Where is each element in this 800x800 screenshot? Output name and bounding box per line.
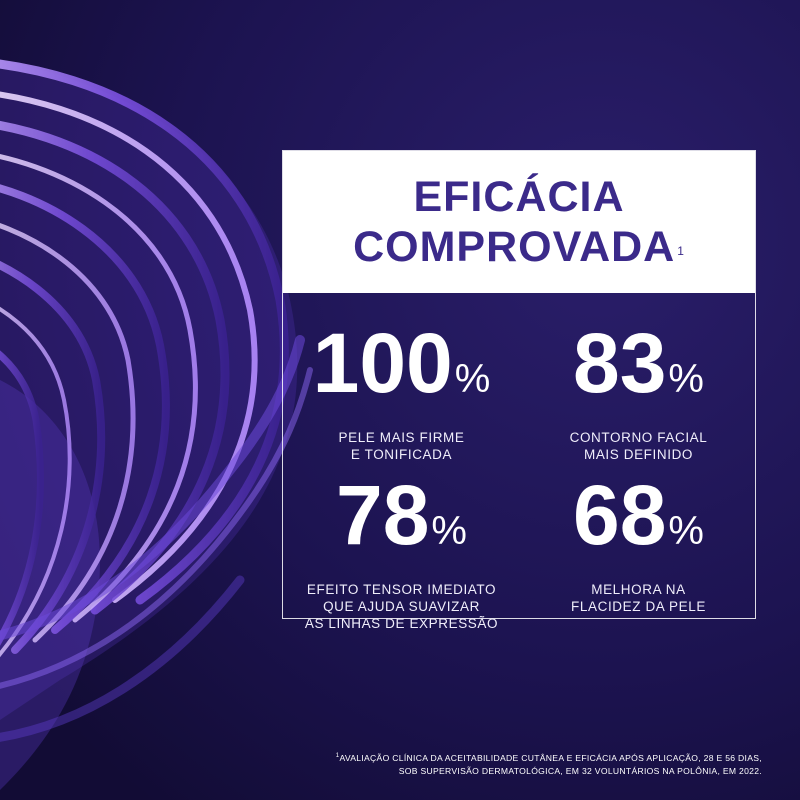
- stat-desc-line: MELHORA NA: [591, 582, 686, 597]
- stat-number: 68: [572, 468, 667, 562]
- stat-desc-line: FLACIDEZ DA PELE: [571, 599, 706, 614]
- stat-tensor-effect: 78% EFEITO TENSOR IMEDIATO QUE AJUDA SUA…: [283, 473, 520, 632]
- stat-unit: %: [668, 357, 704, 401]
- stat-facial-contour: 83% CONTORNO FACIAL MAIS DEFINIDO: [520, 321, 757, 463]
- efficacy-panel: EFICÁCIA COMPROVADA 1 100% PELE MAIS FIRM…: [282, 150, 757, 631]
- title-footnote-mark: 1: [677, 244, 685, 258]
- stat-desc-line: PELE MAIS FIRME: [338, 430, 465, 445]
- stat-number: 83: [572, 316, 667, 410]
- stat-description: MELHORA NA FLACIDEZ DA PELE: [520, 581, 757, 615]
- stat-description: PELE MAIS FIRME E TONIFICADA: [283, 429, 520, 463]
- stat-number: 78: [335, 468, 430, 562]
- title-line-2: COMPROVADA 1: [353, 222, 685, 272]
- title-box: EFICÁCIA COMPROVADA 1: [283, 151, 755, 293]
- stat-desc-line: AS LINHAS DE EXPRESSÃO: [304, 616, 499, 631]
- stat-value: 68%: [520, 473, 757, 573]
- stat-description: EFEITO TENSOR IMEDIATO QUE AJUDA SUAVIZA…: [283, 581, 520, 632]
- footnote-line-2: SOB SUPERVISÃO DERMATOLÓGICA, EM 32 VOLU…: [398, 765, 762, 776]
- stat-unit: %: [668, 509, 704, 553]
- stat-unit: %: [454, 357, 491, 401]
- stat-value: 78%: [283, 473, 520, 573]
- footnote-mark: 1: [335, 753, 340, 759]
- footnote-line-1: 1AVALIAÇÃO CLÍNICA DA ACEITABILIDADE CUT…: [282, 750, 762, 765]
- stat-desc-line: QUE AJUDA SUAVIZAR: [323, 599, 480, 614]
- title-line-2-text: COMPROVADA: [353, 223, 676, 271]
- stat-desc-line: CONTORNO FACIAL: [569, 430, 708, 445]
- stat-desc-line: E TONIFICADA: [350, 447, 453, 462]
- stat-value: 83%: [520, 321, 757, 421]
- stat-sagging: 68% MELHORA NA FLACIDEZ DA PELE: [520, 473, 757, 615]
- stat-desc-line: EFEITO TENSOR IMEDIATO: [306, 582, 497, 597]
- title-line-1: EFICÁCIA: [413, 173, 625, 221]
- stat-unit: %: [431, 509, 467, 553]
- stat-description: CONTORNO FACIAL MAIS DEFINIDO: [520, 429, 757, 463]
- footnote: 1AVALIAÇÃO CLÍNICA DA ACEITABILIDADE CUT…: [282, 750, 762, 778]
- stat-desc-line: MAIS DEFINIDO: [583, 447, 694, 462]
- stat-number: 100: [312, 316, 453, 410]
- stat-value: 100%: [283, 321, 520, 421]
- stat-firmness: 100% PELE MAIS FIRME E TONIFICADA: [283, 321, 520, 463]
- footnote-text-1: AVALIAÇÃO CLÍNICA DA ACEITABILIDADE CUTÂ…: [339, 752, 762, 763]
